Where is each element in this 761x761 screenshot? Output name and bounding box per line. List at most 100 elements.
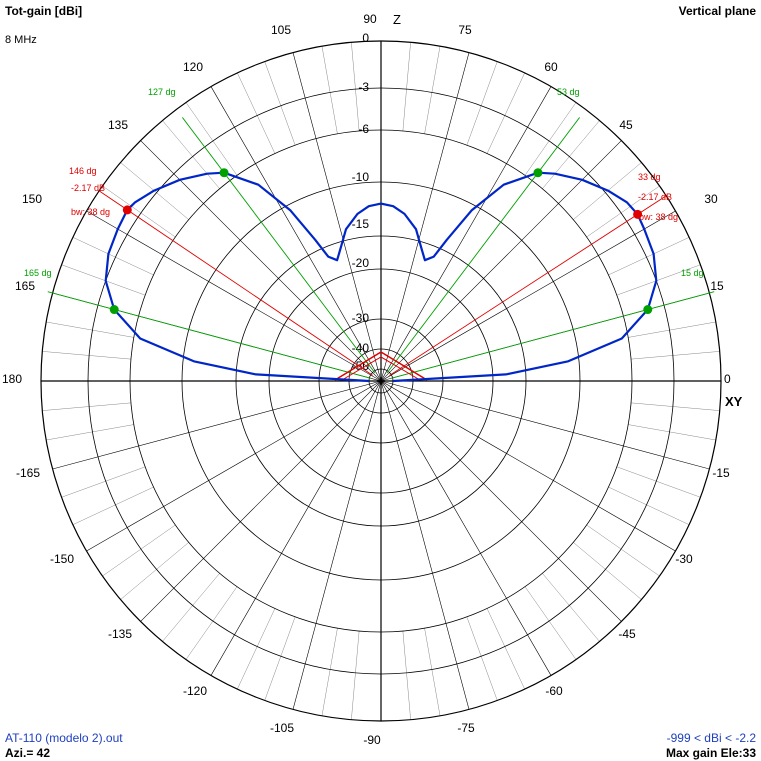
grid-minor-spoke xyxy=(586,185,660,238)
chart-title: Tot-gain [dBi] xyxy=(5,4,83,18)
grid-minor-spoke xyxy=(351,631,360,720)
half-power-line xyxy=(386,117,580,374)
grid-minor-spoke xyxy=(631,351,720,360)
half-power-line xyxy=(47,291,372,379)
grid-minor-spoke xyxy=(631,402,720,411)
half-power-label: 15 dg xyxy=(681,268,704,278)
angle-tick-label: -60 xyxy=(545,684,563,698)
radial-tick-label: -6 xyxy=(358,122,369,136)
gain-range-label: -999 < dBi < -2.2 xyxy=(666,731,756,745)
max-gain-label: Max gain Ele:33 xyxy=(665,746,756,760)
max-gain-marker xyxy=(633,209,643,219)
grid-minor-spoke xyxy=(102,524,176,577)
angle-tick-label: 120 xyxy=(183,60,203,74)
grid-minor-spoke xyxy=(616,466,701,498)
angle-tick-label: -75 xyxy=(457,721,475,735)
grid-minor-spoke xyxy=(102,185,176,238)
angle-tick-label: 75 xyxy=(458,23,472,37)
grid-minor-spoke xyxy=(61,264,146,296)
grid-minor-spoke xyxy=(351,42,360,131)
half-power-line xyxy=(182,117,376,374)
half-power-marker xyxy=(109,305,119,315)
max-gain-line xyxy=(98,190,373,376)
radial-tick-label: -40 xyxy=(352,341,370,355)
grid-minor-spoke xyxy=(466,61,498,146)
grid-minor-spoke xyxy=(616,264,701,296)
gain-pattern-curve xyxy=(104,171,658,383)
half-power-label: 127 dg xyxy=(148,87,176,97)
grid-minor-spoke xyxy=(162,573,220,642)
angle-tick-label: -90 xyxy=(363,733,381,747)
file-name: AT-110 (modelo 2).out xyxy=(5,731,123,745)
right-max-gain-label: -2.17 dB xyxy=(638,192,672,202)
angle-tick-label: 60 xyxy=(544,60,558,74)
axis-label-z: Z xyxy=(393,12,401,27)
left-bandwidth-label: bw: 38 dg xyxy=(71,207,110,217)
grid-minor-spoke xyxy=(608,237,690,276)
angle-tick-label: -120 xyxy=(183,684,207,698)
angle-tick-label: -30 xyxy=(675,552,693,566)
inner-beam-marker xyxy=(334,351,428,381)
angle-tick-label: 105 xyxy=(271,23,291,37)
grid-minor-spoke xyxy=(402,42,411,131)
grid-minor-spoke xyxy=(72,486,154,525)
grid-minor-spoke xyxy=(185,102,238,176)
max-gain-line xyxy=(389,195,667,376)
right-max-angle-label: 33 dg xyxy=(638,172,661,182)
grid-minor-spoke xyxy=(42,402,131,411)
right-bandwidth-label: bw: 38 dg xyxy=(639,212,678,222)
half-power-label: 165 dg xyxy=(24,268,52,278)
grid-minor-spoke xyxy=(61,466,146,498)
half-power-line xyxy=(390,291,715,379)
inner-beam-marker xyxy=(341,356,421,381)
grid-minor-spoke xyxy=(42,351,131,360)
angle-tick-label: 0 xyxy=(724,372,731,386)
grid-minor-spoke xyxy=(46,321,134,338)
grid-minor-spoke xyxy=(237,608,276,690)
angle-tick-label: 135 xyxy=(108,118,128,132)
grid-minor-spoke xyxy=(162,120,220,189)
grid-minor-spoke xyxy=(237,72,276,154)
grid-minor-spoke xyxy=(424,628,441,716)
grid-minor-spoke xyxy=(321,46,338,134)
angle-tick-label: -150 xyxy=(50,552,74,566)
grid-minor-spoke xyxy=(72,237,154,276)
grid-minor-spoke xyxy=(466,616,498,701)
grid-minor-spoke xyxy=(628,321,716,338)
angle-tick-label: -165 xyxy=(16,466,40,480)
grid-minor-spoke xyxy=(321,628,338,716)
angle-tick-label: -105 xyxy=(270,721,294,735)
grid-minor-spoke xyxy=(486,72,525,154)
angle-tick-label: 30 xyxy=(704,192,718,206)
angle-tick-label: 180 xyxy=(2,372,22,386)
radial-tick-label: -20 xyxy=(352,256,370,270)
grid-minor-spoke xyxy=(486,608,525,690)
angle-tick-label: -135 xyxy=(108,627,132,641)
grid-minor-spoke xyxy=(120,542,189,600)
grid-minor-spoke xyxy=(524,102,577,176)
grid-minor-spoke xyxy=(264,61,296,146)
radial-tick-label: 0 xyxy=(362,31,369,45)
radial-tick-label: -3 xyxy=(358,80,369,94)
grid-minor-spoke xyxy=(46,424,134,441)
half-power-label: 53 dg xyxy=(557,87,580,97)
grid-minor-spoke xyxy=(608,486,690,525)
grid-minor-spoke xyxy=(402,631,411,720)
left-max-gain-label: -2.17 dB xyxy=(71,183,105,193)
half-power-marker xyxy=(533,168,543,178)
frequency-label: 8 MHz xyxy=(5,34,37,46)
grid-minor-spoke xyxy=(628,424,716,441)
angle-tick-label: 45 xyxy=(619,118,633,132)
grid-minor-spoke xyxy=(586,524,660,577)
half-power-marker xyxy=(643,305,653,315)
grid-minor-spoke xyxy=(542,120,600,189)
half-power-marker xyxy=(219,168,229,178)
left-max-angle-label: 146 dg xyxy=(69,166,97,176)
radial-tick-label: -10 xyxy=(352,170,370,184)
angle-tick-label: -15 xyxy=(712,466,730,480)
axis-label-xy: XY xyxy=(725,394,743,409)
grid-minor-spoke xyxy=(424,46,441,134)
angle-tick-label: 15 xyxy=(710,279,724,293)
grid-minor-spoke xyxy=(542,573,600,642)
